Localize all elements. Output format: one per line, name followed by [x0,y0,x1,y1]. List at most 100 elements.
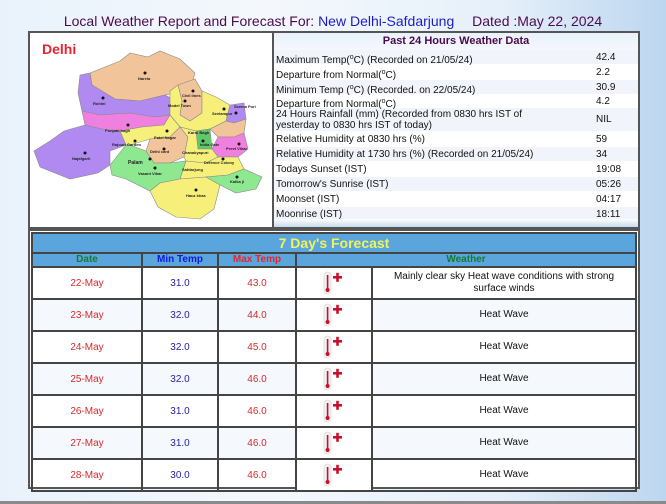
forecast-row: 26-May 31.0 46.0 Heat Wave [31,394,637,428]
forecast-max-temp: 46.0 [217,394,297,428]
row-label: Relative Humidity at 1730 hrs (%) (Recor… [276,149,534,160]
svg-text:Najafgarh: Najafgarh [72,156,91,161]
row-value: 34 [596,149,608,160]
data-row-max-temp: Maximum Temp(oC) (Recorded on 21/05/24) … [274,50,638,66]
forecast-date: 27-May [31,426,143,460]
top-panel: Narela Rohini Civil lines Model Town Seelam… [28,31,640,229]
report-date: Dated :May 22, 2024 [472,13,603,29]
panel-footer-gradient [274,219,638,227]
forecast-weather: Mainly clear sky Heat wave conditions wi… [371,266,637,300]
row-label: Todays Sunset (IST) [276,164,367,175]
row-label: 24 Hours Rainfall (mm) (Recorded from 08… [276,109,523,131]
delhi-district-map-image: Narela Rohini Civil lines Model Town Seelam… [33,50,263,220]
column-header-min-temp: Min Temp [141,252,219,268]
data-row-rainfall: 24 Hours Rainfall (mm) (Recorded from 08… [274,108,638,132]
data-row-sunrise: Tomorrow's Sunrise (IST) 05:26 [274,177,638,192]
svg-text:Seema Puri: Seema Puri [234,104,256,109]
forecast-title: 7 Day's Forecast [31,232,637,254]
svg-text:Palam: Palam [128,160,143,166]
forecast-date: 22-May [31,266,143,300]
forecast-date: 25-May [31,362,143,396]
forecast-date: 28-May [31,458,143,492]
title-prefix: Local Weather Report and Forecast For: [63,13,315,29]
thermometer-hot-icon [321,367,347,391]
forecast-icon-cell [295,330,373,364]
svg-text:Patel Nagar: Patel Nagar [154,135,176,140]
bottom-divider [0,501,666,504]
svg-text:Defence Colony: Defence Colony [204,160,235,165]
svg-text:Narela: Narela [138,76,151,81]
row-label: Maximum Temp(oC) (Recorded on 21/05/24) [276,54,473,66]
past-24-hours-list: Maximum Temp(oC) (Recorded on 21/05/24) … [274,50,638,222]
row-label: Moonrise (IST) [276,209,343,220]
forecast-max-temp: 46.0 [217,458,297,492]
forecast-row: 23-May 32.0 44.0 Heat Wave [31,298,637,332]
forecast-weather: Heat Wave [371,330,637,364]
data-row-moonset: Moonset (IST) 04:17 [274,192,638,207]
forecast-row: 28-May 30.0 46.0 Heat Wave [31,458,637,492]
forecast-panel: 7 Day's Forecast Date Min Temp Max Temp … [28,229,640,492]
row-value: 4.2 [596,96,610,107]
row-label: Moonset (IST) [276,194,340,205]
row-label: Relative Humidity at 0830 hrs (%) [276,134,425,145]
forecast-row: 27-May 31.0 46.0 Heat Wave [31,426,637,460]
svg-text:Rohini: Rohini [93,101,105,106]
svg-text:Chanakyapuri: Chanakyapuri [182,150,208,155]
forecast-min-temp: 32.0 [141,298,219,332]
column-header-weather: Weather [295,252,637,268]
svg-text:Kalka ji: Kalka ji [230,179,244,184]
thermometer-hot-icon [321,335,347,359]
delhi-map: Narela Rohini Civil lines Model Town Seelam… [30,33,274,227]
svg-text:Rajouri Garden: Rajouri Garden [112,142,141,147]
row-value: 2.2 [596,67,610,78]
svg-text:Preet Vihar: Preet Vihar [226,146,247,151]
forecast-max-temp: 43.0 [217,266,297,300]
row-value: 05:26 [596,179,622,190]
forecast-weather: Heat Wave [371,458,637,492]
data-row-max-departure: Departure from Normal(oC) 2.2 [274,65,638,81]
row-value: 42.4 [596,52,616,63]
forecast-min-temp: 31.0 [141,266,219,300]
forecast-header-row: Date Min Temp Max Temp Weather [31,252,637,268]
thermometer-hot-icon [321,431,347,455]
forecast-min-temp: 31.0 [141,426,219,460]
forecast-body: 22-May 31.0 43.0 Mainly clear sky Heat w… [31,266,637,492]
row-value: NIL [596,114,612,125]
forecast-row: 24-May 32.0 45.0 Heat Wave [31,330,637,364]
forecast-max-temp: 45.0 [217,330,297,364]
svg-text:Karol Bagh: Karol Bagh [188,130,210,135]
forecast-icon-cell [295,266,373,300]
forecast-date: 24-May [31,330,143,364]
forecast-min-temp: 30.0 [141,458,219,492]
svg-text:Safdarjung: Safdarjung [182,167,203,172]
thermometer-hot-icon [321,303,347,327]
page-title: Local Weather Report and Forecast For: N… [0,13,666,29]
row-value: 30.9 [596,82,616,93]
thermometer-hot-icon [321,271,347,295]
forecast-date: 26-May [31,394,143,428]
data-row-humidity-1730: Relative Humidity at 1730 hrs (%) (Recor… [274,147,638,162]
forecast-max-temp: 44.0 [217,298,297,332]
forecast-max-temp: 46.0 [217,362,297,396]
forecast-weather: Heat Wave [371,394,637,428]
forecast-weather: Heat Wave [371,298,637,332]
forecast-weather: Heat Wave [371,426,637,460]
forecast-min-temp: 32.0 [141,330,219,364]
forecast-icon-cell [295,458,373,492]
forecast-icon-cell [295,362,373,396]
row-label: Departure from Normal(oC) [276,69,397,81]
svg-text:Seelampur: Seelampur [212,111,233,116]
data-row-sunset: Todays Sunset (IST) 19:08 [274,162,638,177]
forecast-icon-cell [295,298,373,332]
data-row-humidity-0830: Relative Humidity at 0830 hrs (%) 59 [274,132,638,147]
forecast-date: 23-May [31,298,143,332]
data-row-min-departure: Departure from Normal(oC) 4.2 [274,95,638,110]
forecast-icon-cell [295,394,373,428]
svg-text:Delhi cant: Delhi cant [150,149,170,154]
row-label: Tomorrow's Sunrise (IST) [276,179,389,190]
row-value: 59 [596,134,608,145]
past-24-hours-panel: Past 24 Hours Weather Data Maximum Temp(… [274,33,638,227]
column-header-date: Date [31,252,143,268]
row-label: Minimum Temp (oC) (Recorded. on 22/05/24… [276,84,476,96]
forecast-icon-cell [295,426,373,460]
